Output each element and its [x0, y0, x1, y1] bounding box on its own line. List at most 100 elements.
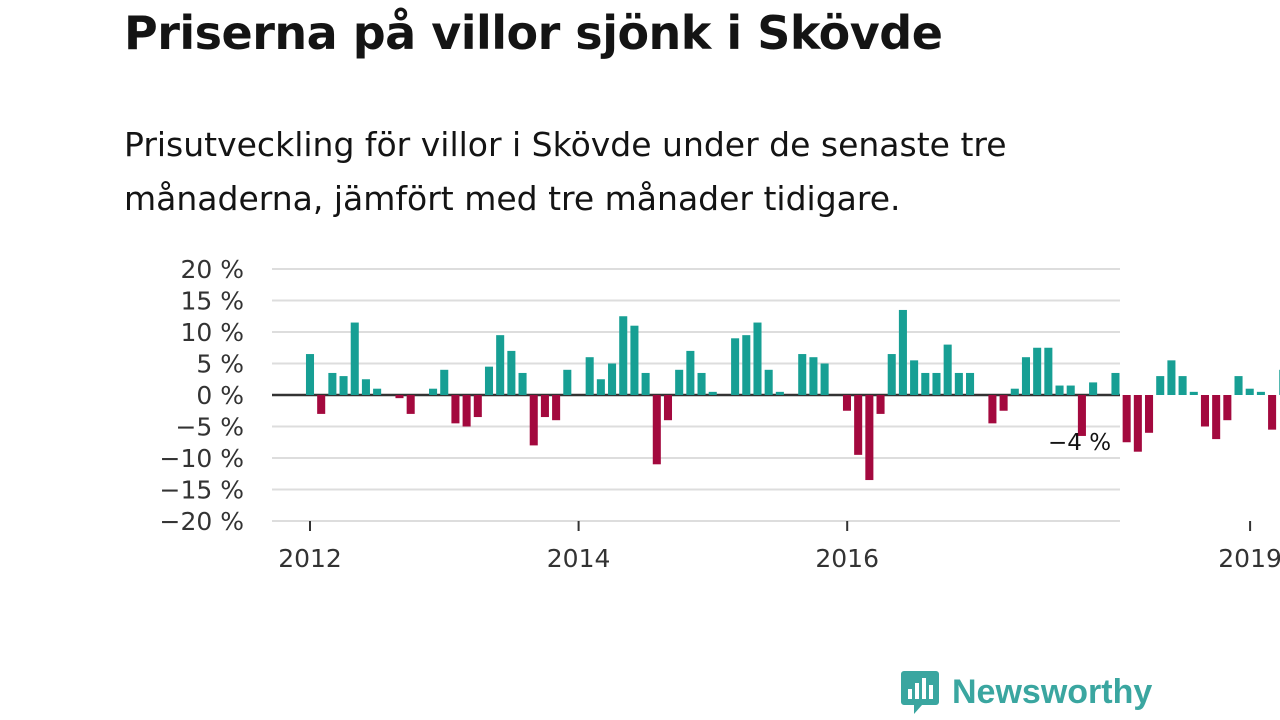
bar [552, 395, 561, 421]
bar [1212, 395, 1221, 440]
bar [943, 344, 952, 395]
bar [1189, 391, 1198, 395]
bar [764, 369, 773, 395]
brand-name: Newsworthy [952, 672, 1153, 711]
bar [954, 372, 963, 395]
bar [529, 395, 538, 446]
bar [887, 354, 896, 395]
bar [663, 395, 673, 421]
bar [350, 322, 359, 395]
bar [608, 363, 617, 395]
bar [305, 354, 315, 395]
bar [876, 395, 885, 414]
bar [1089, 382, 1098, 395]
bar [1077, 395, 1086, 436]
bar [921, 372, 930, 395]
bar [641, 372, 650, 395]
bar [1033, 347, 1042, 395]
bar [854, 395, 863, 455]
bar [1145, 395, 1154, 433]
bar [585, 357, 594, 395]
bar [910, 360, 919, 395]
bar [440, 369, 449, 395]
bars [305, 309, 1280, 481]
bar [540, 395, 549, 418]
x-axis: 2012201420162019202120232025 [278, 521, 1280, 573]
bar [361, 379, 370, 395]
y-tick-label: 15 % [180, 287, 244, 316]
bar [999, 395, 1008, 411]
bar-chart: 20 % 15 %10 % 5 %0 % −5 %−10 % −15 %−20 % 20… [160, 255, 1280, 573]
bar [865, 395, 874, 481]
annotations: −4 % [1048, 430, 1111, 456]
bar [406, 395, 415, 414]
bar [328, 372, 337, 395]
bar [429, 388, 438, 395]
bar [1245, 388, 1254, 395]
bar [317, 395, 326, 414]
bar [630, 325, 639, 395]
y-tick-label: 10 % [180, 318, 244, 347]
bar [507, 350, 516, 395]
y-tick-label: 0 % [196, 381, 244, 410]
bar [1200, 395, 1209, 427]
x-tick-label: 2016 [815, 544, 879, 573]
chart-subtitle: Prisutveckling för villor i Skövde under… [124, 125, 1007, 218]
bar [563, 369, 572, 395]
latest-value-label: −4 % [1048, 430, 1111, 456]
bar [1021, 357, 1030, 395]
newsworthy-icon [901, 671, 939, 714]
y-tick-label: −15 % [160, 476, 244, 505]
x-tick-label: 2012 [278, 544, 342, 573]
bar [1133, 395, 1142, 452]
bar [966, 372, 975, 395]
bar [932, 372, 941, 395]
x-tick-label: 2014 [547, 544, 611, 573]
bar [619, 316, 628, 395]
y-tick-label: −10 % [160, 444, 244, 473]
bar [395, 395, 404, 399]
bar [1256, 391, 1265, 395]
bar [742, 335, 751, 395]
bar [462, 395, 471, 427]
bar [652, 395, 661, 465]
bar [775, 391, 784, 395]
bar [496, 335, 505, 395]
y-tick-label: −5 % [175, 413, 244, 442]
chart-title: Priserna på villor sjönk i Skövde [124, 6, 943, 60]
y-tick-label: 20 % [180, 255, 244, 284]
bar [686, 350, 695, 395]
bar [1268, 395, 1277, 430]
bar [1066, 385, 1075, 395]
bar [1055, 385, 1064, 395]
x-tick-label: 2019 [1218, 544, 1280, 573]
bar [820, 363, 829, 395]
bar [753, 322, 762, 395]
brand-logo: Newsworthy [900, 668, 1152, 716]
bar [1156, 376, 1165, 395]
bar [339, 376, 348, 395]
bar [518, 372, 527, 395]
bar [451, 395, 460, 424]
bar [1234, 376, 1243, 395]
bar [842, 395, 852, 411]
bar [898, 309, 907, 395]
bar [675, 369, 684, 395]
y-axis: 20 % 15 %10 % 5 %0 % −5 %−10 % −15 %−20 % [160, 255, 244, 536]
bar [484, 366, 494, 395]
y-tick-label: 5 % [196, 350, 244, 379]
bar [373, 388, 382, 395]
bar [809, 357, 818, 395]
bar [798, 354, 807, 395]
bar [1010, 388, 1019, 395]
bar [731, 338, 740, 395]
bar [988, 395, 997, 424]
bar [473, 395, 482, 418]
bar [596, 379, 605, 395]
bar [1178, 376, 1187, 395]
y-tick-label: −20 % [160, 507, 244, 536]
bar [1223, 395, 1232, 421]
bar [1122, 395, 1131, 443]
bar [1111, 372, 1120, 395]
bar [708, 391, 717, 395]
